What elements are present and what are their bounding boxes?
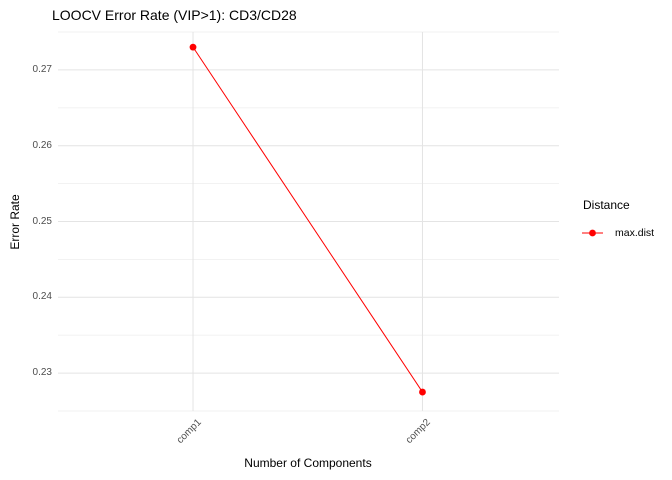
legend-item-label: max.dist bbox=[615, 227, 655, 239]
y-tick-label: 0.27 bbox=[32, 63, 52, 75]
x-axis-title: Number of Components bbox=[244, 456, 372, 470]
chart-title: LOOCV Error Rate (VIP>1): CD3/CD28 bbox=[52, 7, 297, 23]
y-tick-label: 0.25 bbox=[32, 215, 52, 227]
series-line bbox=[192, 46, 423, 393]
data-point-comp2 bbox=[419, 388, 426, 396]
y-tick-label: 0.26 bbox=[32, 139, 52, 151]
y-tick-label: 0.23 bbox=[32, 367, 52, 379]
legend-title: Distance bbox=[583, 198, 630, 212]
legend-key-point bbox=[589, 229, 596, 237]
legend-items: max.dist bbox=[582, 223, 654, 243]
legend-item: max.dist bbox=[582, 223, 654, 243]
data-point-comp1 bbox=[189, 43, 197, 51]
plot-panel bbox=[58, 31, 559, 412]
legend: Distance max.dist bbox=[582, 198, 654, 243]
y-tick-label: 0.24 bbox=[32, 291, 52, 303]
legend-key-icon bbox=[582, 229, 603, 237]
